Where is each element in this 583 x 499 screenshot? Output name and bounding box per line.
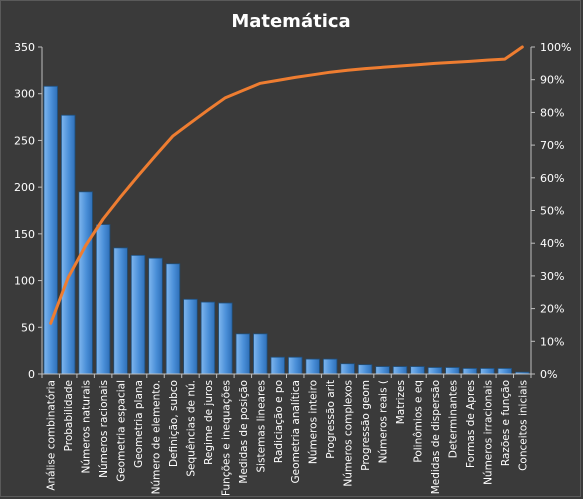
y2-tick-label: 40% [540, 237, 564, 250]
bar [357, 364, 373, 375]
x-tick-label: Números reais ( [378, 380, 390, 463]
x-tick-label: Números complexos [343, 380, 355, 487]
y2-tick-label: 80% [540, 106, 564, 119]
bar [288, 356, 303, 375]
bar [130, 254, 146, 375]
x-tick-label: Medidas de dispersão [430, 380, 442, 494]
x-tick-label: Radiciação e po [273, 380, 285, 463]
x-tick-label: Funções e inequações [220, 380, 232, 496]
bar [235, 333, 251, 375]
y-tick-label: 0 [28, 368, 35, 381]
bar [183, 298, 198, 375]
bar [427, 367, 443, 375]
cumulative-line [49, 45, 524, 325]
x-tick-label: Regime de juros [203, 380, 215, 465]
bar [462, 367, 478, 375]
y-tick-label: 200 [14, 181, 35, 194]
bar [95, 224, 111, 375]
plot-area: 0 50 100 150 200 250 300 350 0% 10% 20% 30% 40% 50% 60… [14, 41, 571, 496]
y2-tick-label: 90% [540, 74, 564, 87]
y-tick-label: 50 [21, 321, 35, 334]
y-tick-label: 150 [14, 228, 35, 241]
bar [340, 363, 355, 375]
bar [113, 247, 128, 375]
x-tick-label: Medidas de posição [238, 380, 250, 484]
y-tick-label: 250 [14, 134, 35, 147]
y2-tick-label: 30% [540, 270, 564, 283]
x-tick-label: Geometria plana [133, 380, 145, 468]
x-tick-label: Conceitos iniciais [517, 380, 529, 471]
y2-tick-label: 0% [540, 368, 557, 381]
x-tick-label: Definição, subco [168, 380, 180, 467]
y2-tick-label: 100% [540, 41, 571, 54]
bar [253, 333, 268, 375]
bar [270, 356, 285, 375]
x-tick-label: Números irracionais [482, 380, 494, 485]
x-tick-label: Geometria analítica [290, 380, 302, 483]
y2-tick-label: 60% [540, 172, 564, 185]
x-tick-label: Números racionais [98, 380, 110, 478]
bar [410, 366, 425, 375]
x-tick-label: Progressão arit [325, 380, 337, 459]
x-tick-label: Polinômios e eq [412, 380, 424, 463]
bar [148, 257, 163, 375]
x-tick-label: Sistemas lineares [255, 380, 267, 473]
y2-tick-label: 50% [540, 205, 564, 218]
bar [375, 366, 390, 375]
x-tick-label: Determinantes [447, 380, 459, 458]
bar [445, 367, 460, 375]
x-tick-label: Probabilidade [63, 380, 75, 451]
y2-tick-label: 20% [540, 303, 564, 316]
x-tick-label: Progressão geom [360, 380, 372, 471]
y2-tick-label: 70% [540, 139, 564, 152]
bar [392, 366, 408, 375]
x-tick-label: Números inteiro [308, 380, 320, 464]
bar [165, 263, 181, 375]
bar [322, 358, 338, 375]
y-tick-label: 350 [14, 41, 35, 54]
y-tick-label: 100 [14, 275, 35, 288]
bar [480, 367, 495, 375]
x-tick-label: Sequências de nú. [185, 380, 197, 477]
x-tick-label: Análise combinatória [46, 380, 58, 491]
x-tick-label: Geometria espacial [116, 380, 128, 482]
bar [43, 85, 58, 375]
x-tick-label: Razões e função [500, 380, 512, 466]
bar [218, 302, 233, 375]
x-tick-label: Números naturais [81, 380, 93, 474]
bar [200, 301, 216, 375]
bar [497, 367, 513, 375]
chart-title: Matemática [231, 11, 350, 32]
bar [78, 191, 93, 375]
x-tick-label: Número de elemento. [151, 380, 163, 494]
bar [60, 114, 76, 375]
y2-tick-label: 10% [540, 335, 564, 348]
y-tick-label: 300 [14, 88, 35, 101]
x-tick-label: Formas de Apres [465, 380, 477, 468]
x-tick-label: Matrizes [395, 380, 407, 424]
bar [305, 358, 320, 375]
